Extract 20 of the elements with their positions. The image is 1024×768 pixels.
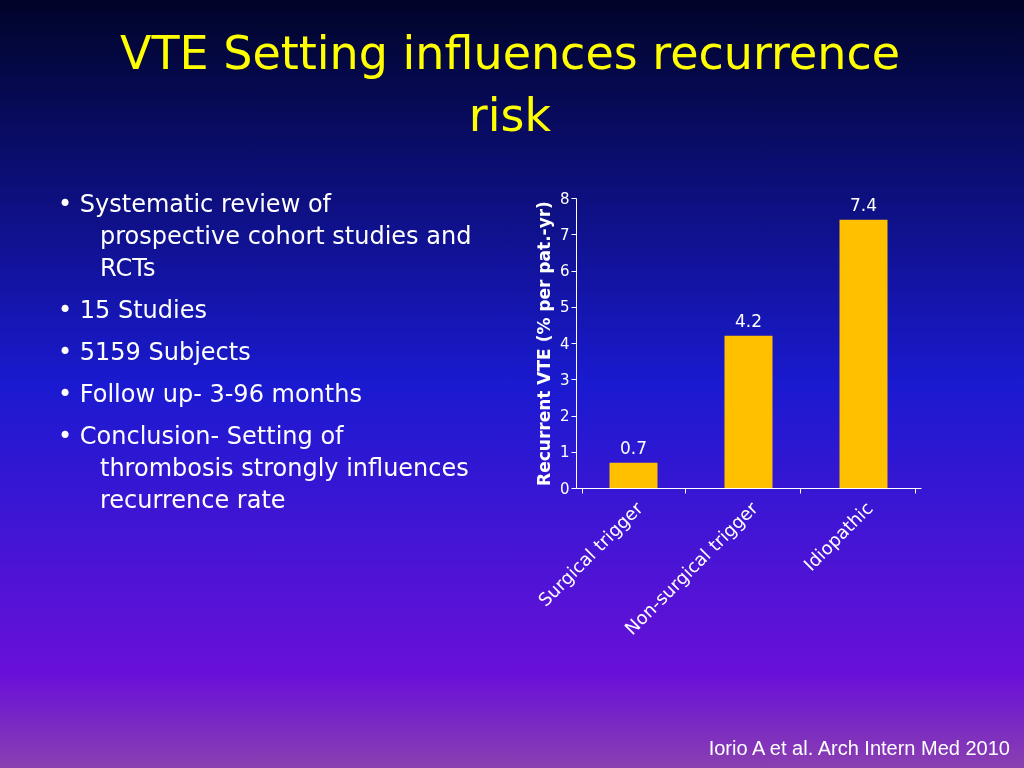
- text: • Follow up- 3-96 months: [58, 379, 363, 410]
- chart-title: VTE Setting influences recurrence risk: [119, 25, 901, 144]
- text: • Conclusion- Setting of thrombosis strongly influences recurrence rate: [58, 421, 470, 516]
- data-label: 0.7: [619, 437, 648, 458]
- data-label: 7.4: [849, 194, 878, 215]
- y-tick-label: 5: [559, 298, 570, 317]
- text: • Systematic review of prospective cohort studies and RCTs: [58, 189, 473, 284]
- text: Iorio A et al. Arch Intern Med 2010: [708, 737, 1010, 760]
- y-tick-label: 7: [559, 225, 570, 244]
- data-label: 4.2: [734, 310, 763, 331]
- y-tick-label: 2: [559, 407, 570, 425]
- text: • 5159 Subjects: [58, 337, 252, 368]
- y-tick-label: 1: [559, 443, 570, 462]
- y-tick-label: 8: [559, 189, 570, 208]
- y-tick-label: 6: [559, 262, 570, 280]
- y-tick-label: 4: [559, 334, 570, 353]
- text: • 15 Studies: [58, 295, 208, 326]
- y-axis-title: Recurrent VTE (% per pat.-yr): [533, 201, 554, 486]
- y-tick-label: 0: [559, 479, 570, 498]
- y-tick-label: 3: [559, 370, 570, 389]
